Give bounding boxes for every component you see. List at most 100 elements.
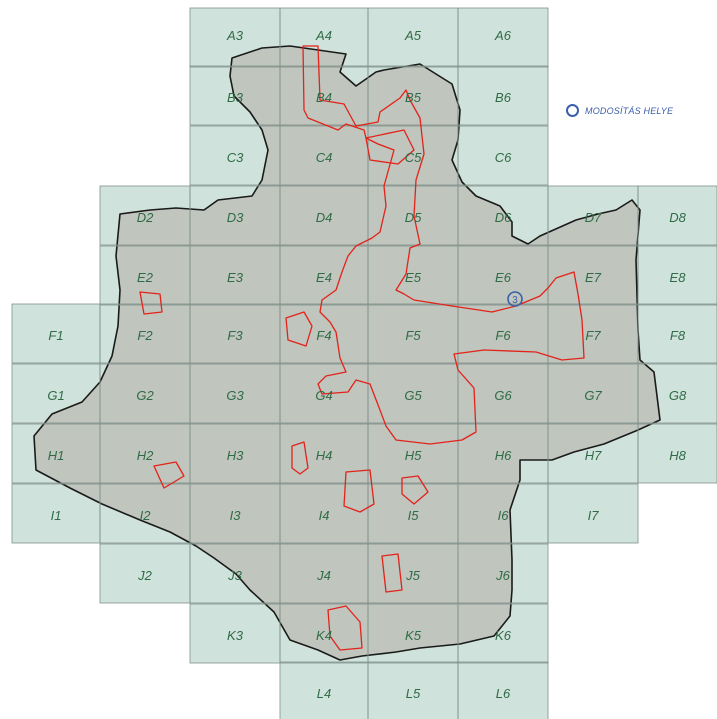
grid-cell (280, 662, 368, 719)
legend: MODOSÍTÁS HELYE (566, 104, 673, 117)
grid-label: D6 (495, 210, 512, 225)
grid-cell-border (457, 661, 549, 719)
grid-label: E4 (316, 270, 332, 285)
modification-marker: 3 (507, 291, 523, 307)
grid-label: G6 (494, 388, 512, 403)
grid-label: K3 (227, 628, 244, 643)
grid-label: G3 (226, 388, 244, 403)
grid-label: F8 (670, 328, 686, 343)
grid-label: G8 (669, 388, 687, 403)
grid-label: A4 (315, 28, 332, 43)
grid-label: E8 (670, 270, 687, 285)
grid-label: K5 (405, 628, 422, 643)
grid-cell-border (457, 7, 549, 68)
grid-label: G2 (136, 388, 154, 403)
grid-cell-border (457, 65, 549, 126)
grid-label: J3 (227, 568, 243, 583)
grid-cell-border (637, 185, 717, 246)
grid-cell (638, 424, 717, 483)
grid-label: L6 (496, 686, 511, 701)
grid-label: B6 (495, 90, 512, 105)
grid-label: I6 (498, 508, 510, 523)
grid-cell-border (457, 125, 549, 186)
grid-label: H7 (585, 448, 602, 463)
grid-label: G7 (584, 388, 602, 403)
grid-label: H8 (669, 448, 686, 463)
grid-label: D3 (227, 210, 244, 225)
grid-label: A6 (494, 28, 512, 43)
grid-cell (458, 662, 548, 719)
grid-label: I4 (319, 508, 330, 523)
grid-label: A5 (404, 28, 422, 43)
grid-label: J4 (316, 568, 331, 583)
modification-area-central (302, 45, 585, 445)
grid-label: H4 (316, 448, 333, 463)
grid-label: I3 (230, 508, 242, 523)
grid-label: E5 (405, 270, 422, 285)
grid-cell-border (637, 245, 717, 306)
grid-label: C5 (405, 150, 422, 165)
grid-cell (638, 186, 717, 245)
modification-area-c5 (365, 129, 415, 165)
grid-label: E6 (495, 270, 512, 285)
grid-label: F3 (227, 328, 243, 343)
grid-label: A3 (226, 28, 244, 43)
modification-area-e2 (139, 291, 163, 315)
grid-label: D8 (669, 210, 686, 225)
grid-label: L5 (406, 686, 421, 701)
modification-area-i4 (343, 469, 375, 513)
grid-cell-border (457, 603, 549, 664)
grid-label: F4 (316, 328, 331, 343)
grid-label: D4 (316, 210, 333, 225)
grid-label: F7 (585, 328, 601, 343)
grid-label: B4 (316, 90, 332, 105)
grid-label: H2 (137, 448, 154, 463)
grid-label: G1 (47, 388, 64, 403)
grid-label: L4 (317, 686, 331, 701)
grid-label: I7 (588, 508, 600, 523)
grid-label: E2 (137, 270, 154, 285)
grid-label: F1 (48, 328, 63, 343)
grid-label: G5 (404, 388, 422, 403)
grid-label: C3 (227, 150, 244, 165)
grid-label: I1 (51, 508, 62, 523)
grid-label: J5 (405, 568, 421, 583)
grid-label: B5 (405, 90, 422, 105)
grid-cell (100, 544, 190, 603)
grid-label: B3 (227, 90, 244, 105)
modification-area-j5 (381, 553, 403, 593)
circle-icon (566, 104, 579, 117)
grid-label: E7 (585, 270, 602, 285)
grid-cell (548, 484, 638, 543)
grid-cell (458, 66, 548, 125)
modification-area-h4 (291, 441, 309, 475)
grid-cell (190, 604, 280, 663)
grid-label: H1 (48, 448, 65, 463)
grid-label: D5 (405, 210, 422, 225)
modification-area-f4-west (285, 311, 313, 347)
grid-cell (368, 662, 458, 719)
grid-cell (458, 8, 548, 67)
modification-marker-label: 3 (512, 295, 518, 306)
grid-lines (11, 7, 717, 719)
grid-label: H3 (227, 448, 244, 463)
grid-labels: A3 A4 A5 A6 B3 B4 B5 B6 C3 C4 C5 C6 D2 D3 D4 D5 D6 D7 D8 E2… (47, 28, 687, 701)
grid-label: I2 (140, 508, 152, 523)
grid-cell-border (637, 423, 717, 484)
grid-label: E3 (227, 270, 244, 285)
grid-label: K6 (495, 628, 512, 643)
grid-cell-border (637, 303, 717, 364)
grid-cell-border (637, 363, 717, 424)
grid-label: H5 (405, 448, 422, 463)
modification-area-i5 (401, 475, 429, 505)
grid-label: D2 (137, 210, 154, 225)
grid-cell (638, 246, 717, 305)
grid-label: J6 (495, 568, 511, 583)
grid-label: J2 (137, 568, 153, 583)
grid-cell (368, 8, 458, 67)
grid-label: D7 (585, 210, 602, 225)
city-area (33, 45, 661, 661)
modification-areas (139, 45, 585, 651)
grid-label: F5 (405, 328, 421, 343)
